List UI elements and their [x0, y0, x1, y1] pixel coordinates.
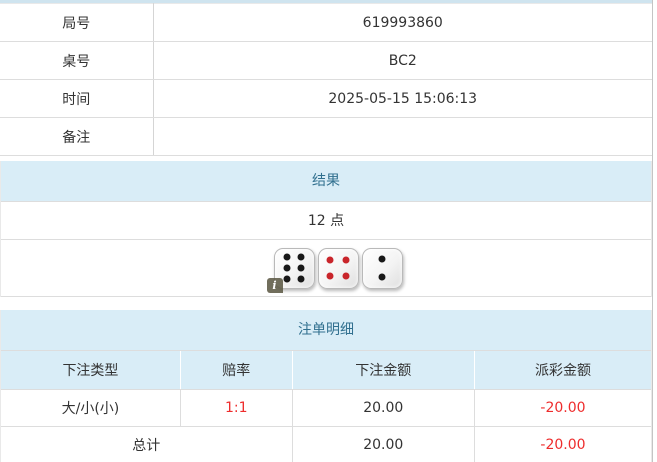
time-label: 时间	[0, 79, 154, 118]
round-id-value: 619993860	[153, 3, 652, 42]
die-pip	[326, 256, 334, 264]
die-pip	[283, 275, 291, 283]
die-3-value-2	[361, 247, 403, 289]
die-pip	[326, 272, 334, 280]
total-payout: -20.00	[473, 426, 651, 462]
table-row: 时间 2025-05-15 15:06:13	[0, 79, 652, 118]
col-bet-amount: 下注金额	[291, 351, 475, 390]
table-row: 局号 619993860	[0, 3, 652, 42]
die-pip	[297, 275, 305, 283]
table-row: 桌号 BC2	[0, 41, 652, 80]
table-row: 备注	[0, 117, 652, 156]
bet-details-panel: 注单明细 下注类型 赔率 下注金额 派彩金额 大/小(小) 1:1 20.00 …	[0, 310, 652, 462]
bet-details-header: 注单明细	[1, 310, 651, 351]
result-panel: 结果 12 点 i	[0, 161, 652, 297]
die-2-value-4	[317, 247, 359, 289]
bet-type-value: 大/小(小)	[1, 389, 181, 427]
total-bet-amount: 20.00	[291, 426, 475, 462]
die-1-value-6: i	[266, 247, 315, 293]
die-pip	[283, 264, 291, 272]
remark-label: 备注	[0, 117, 154, 156]
col-odds: 赔率	[179, 351, 293, 390]
dice-group: i	[266, 247, 403, 293]
die-pip	[378, 255, 386, 263]
die-pip	[378, 273, 386, 281]
info-icon[interactable]: i	[266, 277, 283, 293]
total-row: 总计 20.00 -20.00	[1, 426, 651, 462]
die-pip	[342, 256, 350, 264]
round-id-label: 局号	[0, 3, 154, 42]
die-pip	[297, 253, 305, 261]
table-row: 大/小(小) 1:1 20.00 -20.00	[1, 389, 651, 427]
col-payout-amount: 派彩金额	[473, 351, 651, 390]
bets-table: 下注类型 赔率 下注金额 派彩金额 大/小(小) 1:1 20.00 -20.0…	[1, 351, 651, 462]
result-panel-header: 结果	[1, 161, 651, 202]
total-label: 总计	[1, 426, 293, 462]
result-points: 12 点	[1, 202, 651, 240]
odds-value: 1:1	[179, 389, 293, 427]
dice-row: i	[1, 240, 651, 297]
bets-header-row: 下注类型 赔率 下注金额 派彩金额	[1, 351, 651, 390]
table-id-value: BC2	[153, 41, 652, 80]
die-pip	[297, 264, 305, 272]
remark-value	[153, 117, 652, 156]
round-info-table: 局号 619993860 桌号 BC2 时间 2025-05-15 15:06:…	[0, 3, 652, 156]
time-value: 2025-05-15 15:06:13	[153, 79, 652, 118]
bet-amount-value: 20.00	[291, 389, 475, 427]
die-pip	[342, 272, 350, 280]
top-accent-strip	[0, 0, 652, 3]
die-pip	[283, 253, 291, 261]
col-bet-type: 下注类型	[1, 351, 181, 390]
table-id-label: 桌号	[0, 41, 154, 80]
payout-value: -20.00	[473, 389, 651, 427]
